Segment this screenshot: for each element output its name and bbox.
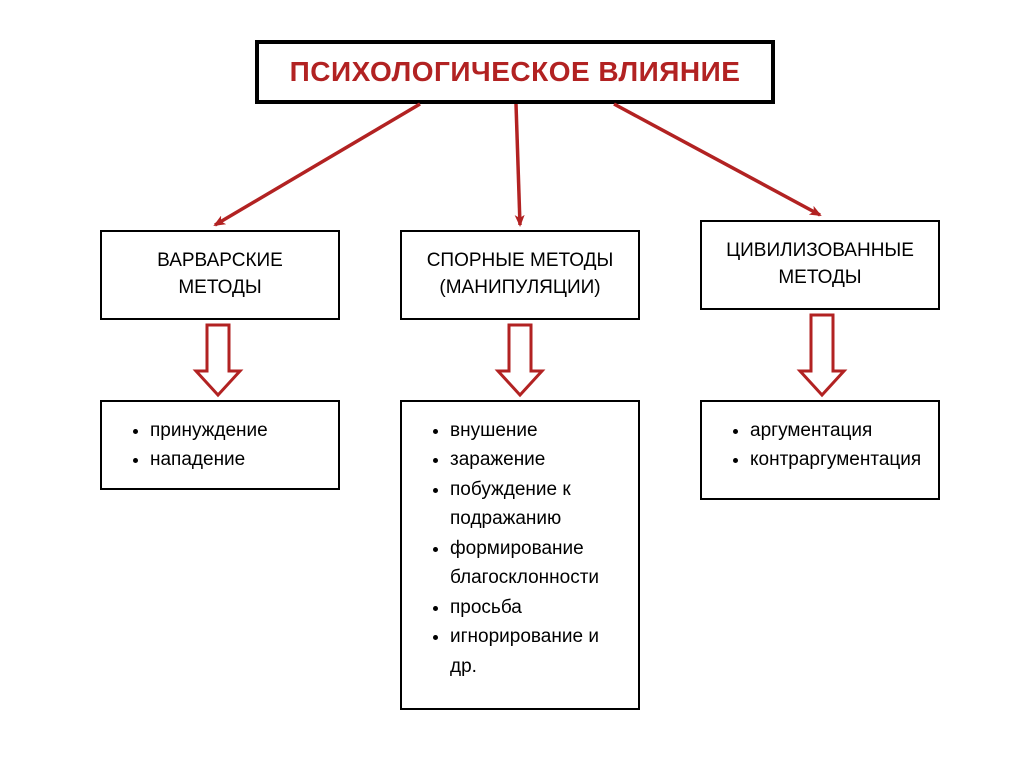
list-item: нападение [150, 445, 328, 474]
thin-arrow [614, 104, 820, 215]
diagram-canvas: ПСИХОЛОГИЧЕСКОЕ ВЛИЯНИЕ ВАРВАРСКИЕМЕТОДЫ… [0, 0, 1024, 767]
thin-arrow [215, 104, 420, 225]
list-item: игнорирование и др. [450, 622, 628, 681]
list-item: побуждение к подражанию [450, 475, 628, 534]
method-line: (МАНИПУЛЯЦИИ) [427, 275, 614, 302]
title-text: ПСИХОЛОГИЧЕСКОЕ ВЛИЯНИЕ [290, 56, 741, 88]
method-box-civilized: ЦИВИЛИЗОВАННЫЕМЕТОДЫ [700, 220, 940, 310]
list-box-barbaric: принуждениенападение [100, 400, 340, 490]
thin-arrow [516, 104, 520, 225]
list-item: просьба [450, 593, 628, 622]
method-line: ЦИВИЛИЗОВАННЫЕ [726, 238, 914, 265]
method-line: СПОРНЫЕ МЕТОДЫ [427, 248, 614, 275]
method-line: ВАРВАРСКИЕ [157, 248, 283, 275]
block-arrows [196, 315, 844, 395]
list-item: заражение [450, 445, 628, 474]
list-item: контраргументация [750, 445, 928, 474]
list-item: принуждение [150, 416, 328, 445]
list-box-disputed: внушениезаражениепобуждение к подражанию… [400, 400, 640, 710]
method-box-barbaric: ВАРВАРСКИЕМЕТОДЫ [100, 230, 340, 320]
list-item: внушение [450, 416, 628, 445]
title-box: ПСИХОЛОГИЧЕСКОЕ ВЛИЯНИЕ [255, 40, 775, 104]
block-arrow [800, 315, 844, 395]
thin-arrows [215, 104, 820, 225]
method-line: МЕТОДЫ [157, 275, 283, 302]
method-line: МЕТОДЫ [726, 265, 914, 292]
block-arrow [196, 325, 240, 395]
list-box-civilized: аргументацияконтраргументация [700, 400, 940, 500]
method-box-disputed: СПОРНЫЕ МЕТОДЫ(МАНИПУЛЯЦИИ) [400, 230, 640, 320]
list-item: формирование благосклонности [450, 534, 628, 593]
list-item: аргументация [750, 416, 928, 445]
block-arrow [498, 325, 542, 395]
